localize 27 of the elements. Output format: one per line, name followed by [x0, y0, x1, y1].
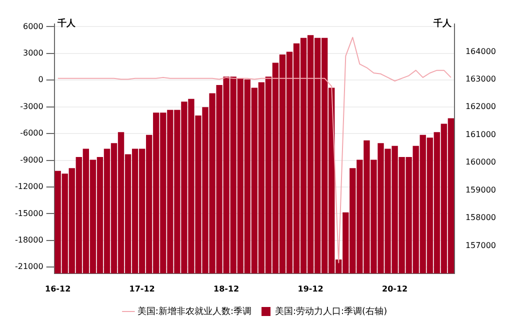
- y2-axis-title: 千人: [432, 18, 452, 29]
- y-tick-label: 0: [38, 75, 44, 84]
- y2-tick-label: 163000: [465, 74, 496, 84]
- y2-tick-label: 162000: [465, 102, 496, 112]
- x-tick-label: 19-12: [298, 284, 324, 294]
- y2-tick-label: 157000: [465, 240, 496, 250]
- y-tick-label: -12000: [14, 182, 44, 192]
- x-tick-label: 20-12: [382, 284, 408, 294]
- y-tick-label: 6000: [22, 22, 44, 31]
- x-tick-label: 17-12: [129, 284, 155, 294]
- y-tick-label: -15000: [14, 208, 44, 218]
- y2-tick-label: 164000: [465, 46, 496, 56]
- y-tick-label: -9000: [20, 155, 44, 164]
- y-tick-label: -6000: [20, 128, 44, 138]
- y-tick-label: -3000: [20, 102, 44, 111]
- y-tick-label: 3000: [22, 48, 44, 58]
- x-tick-label: 16-12: [45, 284, 71, 294]
- y-tick-label: -21000: [14, 262, 44, 272]
- y-tick-label: -18000: [14, 236, 44, 245]
- x-tick-label: 18-12: [214, 284, 240, 294]
- y-axis-title: 千人: [56, 18, 76, 29]
- legend-label: 美国:劳动力人口:季调(右轴): [274, 306, 388, 317]
- legend-label: 美国:新增非农就业人数:季调: [137, 306, 252, 317]
- y2-tick-label: 159000: [465, 185, 496, 194]
- y2-tick-label: 158000: [465, 213, 496, 222]
- y2-tick-label: 160000: [465, 158, 496, 167]
- y2-tick-label: 161000: [465, 130, 496, 139]
